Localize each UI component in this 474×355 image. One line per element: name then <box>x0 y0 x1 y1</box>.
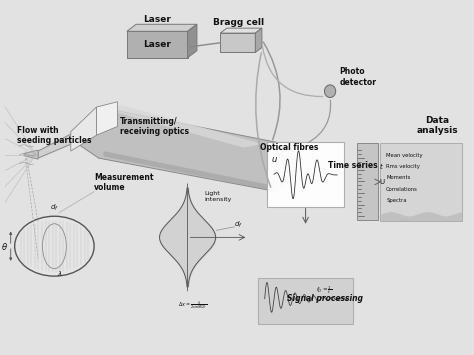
FancyBboxPatch shape <box>258 278 354 324</box>
Text: Transmitting/
receiving optics: Transmitting/ receiving optics <box>120 117 189 136</box>
Polygon shape <box>127 24 197 31</box>
FancyBboxPatch shape <box>267 142 344 207</box>
Text: Bragg cell: Bragg cell <box>213 18 264 27</box>
Text: Optical fibres: Optical fibres <box>260 143 319 152</box>
Polygon shape <box>103 151 276 192</box>
Text: $d_f$: $d_f$ <box>234 220 243 230</box>
Polygon shape <box>38 132 75 158</box>
Text: $\lambda$: $\lambda$ <box>57 269 63 278</box>
Text: Moments: Moments <box>386 175 410 180</box>
Text: Time series: Time series <box>328 161 377 170</box>
Text: Photo
detector: Photo detector <box>339 67 376 87</box>
Polygon shape <box>24 150 38 159</box>
Polygon shape <box>255 28 262 53</box>
Text: $f_D = \frac{1}{t}$: $f_D = \frac{1}{t}$ <box>317 284 333 296</box>
Text: Signal processing: Signal processing <box>287 294 364 302</box>
Polygon shape <box>220 28 262 33</box>
FancyBboxPatch shape <box>380 143 462 221</box>
Polygon shape <box>71 107 96 151</box>
Polygon shape <box>75 107 295 192</box>
Polygon shape <box>96 102 118 135</box>
Ellipse shape <box>15 216 94 276</box>
Text: Laser: Laser <box>143 40 171 49</box>
Ellipse shape <box>325 85 336 98</box>
Text: Rms velocity: Rms velocity <box>386 164 420 169</box>
Text: Flow with
seeding particles: Flow with seeding particles <box>17 126 91 145</box>
Polygon shape <box>127 31 188 58</box>
Text: u: u <box>272 155 277 164</box>
Polygon shape <box>220 33 255 53</box>
Text: Mean velocity: Mean velocity <box>386 153 423 158</box>
Text: Data
analysis: Data analysis <box>417 116 458 135</box>
Text: Light
intensity: Light intensity <box>204 191 231 202</box>
Text: $\theta$: $\theta$ <box>1 241 8 252</box>
Text: Laser: Laser <box>143 15 171 24</box>
Text: Correlations: Correlations <box>386 187 418 192</box>
Text: t: t <box>379 164 382 170</box>
Text: $\Delta x = \frac{\lambda}{2\sin(\theta/2)}$: $\Delta x = \frac{\lambda}{2\sin(\theta/… <box>178 299 208 310</box>
FancyBboxPatch shape <box>357 143 378 220</box>
Polygon shape <box>188 24 197 58</box>
Text: U: U <box>379 179 384 185</box>
Polygon shape <box>103 105 262 148</box>
Text: Spectra: Spectra <box>386 198 407 203</box>
Text: Measurement
volume: Measurement volume <box>94 173 154 192</box>
Text: $d_f$: $d_f$ <box>50 202 58 213</box>
